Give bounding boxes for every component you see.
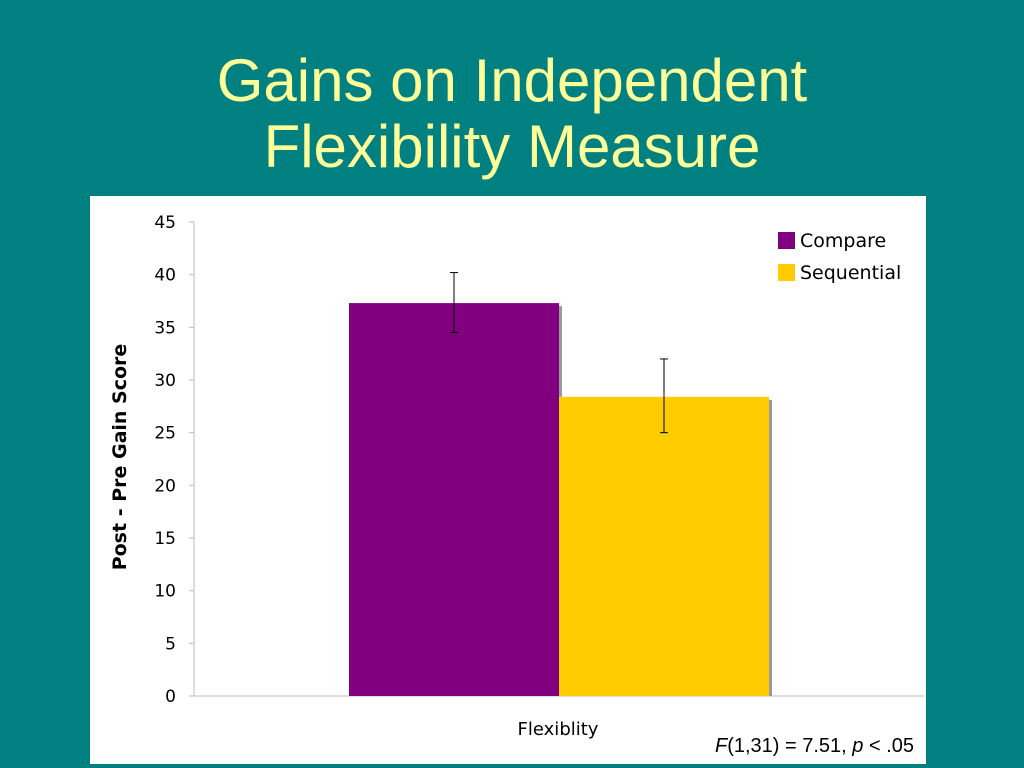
bar-chart: 0 5 10 15 20 25 30 35 40 45 Compare Sequential Pos… — [109, 213, 924, 740]
legend-label-sequential: Sequential — [800, 262, 901, 284]
y-tick-label: 25 — [154, 424, 176, 444]
y-tick-label: 30 — [154, 371, 176, 391]
error-bars — [450, 272, 668, 434]
stat-threshold: < .05 — [863, 735, 914, 757]
stat-values: (1,31) = 7.51, — [727, 735, 853, 757]
stat-f-symbol: F — [714, 735, 728, 757]
y-tick-label: 10 — [154, 582, 176, 602]
y-axis: 0 5 10 15 20 25 30 35 40 45 — [154, 213, 924, 707]
legend-label-compare: Compare — [800, 230, 886, 252]
x-category-label: Flexiblity — [518, 719, 599, 740]
legend: Compare Sequential — [778, 230, 901, 284]
bars — [349, 303, 772, 696]
y-tick-label: 15 — [154, 529, 176, 549]
legend-swatch-sequential — [778, 264, 795, 281]
chart-area: 0 5 10 15 20 25 30 35 40 45 Compare Sequential Pos… — [90, 196, 926, 764]
y-tick-label: 40 — [154, 266, 176, 286]
title-line-2: Flexibility Measure — [263, 113, 761, 180]
y-tick-label: 20 — [154, 476, 176, 496]
bar-compare — [349, 303, 559, 696]
slide-title: Gains on Independent Flexibility Measure — [0, 48, 1024, 180]
y-tick-label: 5 — [165, 634, 176, 654]
title-line-1: Gains on Independent — [216, 47, 808, 114]
bar-sequential — [559, 396, 769, 696]
y-tick-label: 35 — [154, 318, 176, 338]
statistic-note: F(1,31) = 7.51, p < .05 — [715, 735, 914, 758]
stat-p-symbol: p — [852, 735, 864, 757]
y-tick-label: 45 — [154, 213, 176, 233]
legend-swatch-compare — [778, 232, 795, 249]
y-tick-label: 0 — [165, 687, 176, 707]
y-axis-label: Post - Pre Gain Score — [109, 344, 131, 571]
